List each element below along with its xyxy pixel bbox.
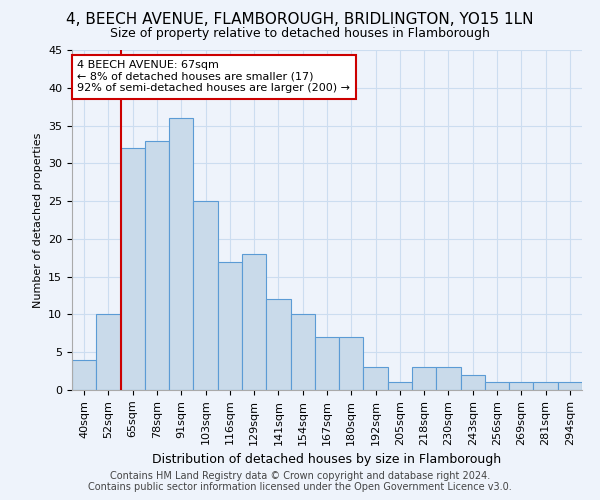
Bar [193, 201, 218, 390]
X-axis label: Distribution of detached houses by size in Flamborough: Distribution of detached houses by size … [152, 453, 502, 466]
Bar [266, 300, 290, 390]
Bar [72, 360, 96, 390]
Bar [339, 337, 364, 390]
Bar [485, 382, 509, 390]
Bar [558, 382, 582, 390]
Text: Size of property relative to detached houses in Flamborough: Size of property relative to detached ho… [110, 28, 490, 40]
Bar [509, 382, 533, 390]
Bar [412, 368, 436, 390]
Text: 4 BEECH AVENUE: 67sqm
← 8% of detached houses are smaller (17)
92% of semi-detac: 4 BEECH AVENUE: 67sqm ← 8% of detached h… [77, 60, 350, 94]
Bar [145, 140, 169, 390]
Bar [364, 368, 388, 390]
Bar [436, 368, 461, 390]
Bar [169, 118, 193, 390]
Y-axis label: Number of detached properties: Number of detached properties [32, 132, 43, 308]
Bar [315, 337, 339, 390]
Bar [388, 382, 412, 390]
Bar [121, 148, 145, 390]
Bar [242, 254, 266, 390]
Bar [533, 382, 558, 390]
Bar [290, 314, 315, 390]
Text: Contains HM Land Registry data © Crown copyright and database right 2024.
Contai: Contains HM Land Registry data © Crown c… [88, 471, 512, 492]
Bar [96, 314, 121, 390]
Bar [461, 375, 485, 390]
Text: 4, BEECH AVENUE, FLAMBOROUGH, BRIDLINGTON, YO15 1LN: 4, BEECH AVENUE, FLAMBOROUGH, BRIDLINGTO… [66, 12, 534, 28]
Bar [218, 262, 242, 390]
